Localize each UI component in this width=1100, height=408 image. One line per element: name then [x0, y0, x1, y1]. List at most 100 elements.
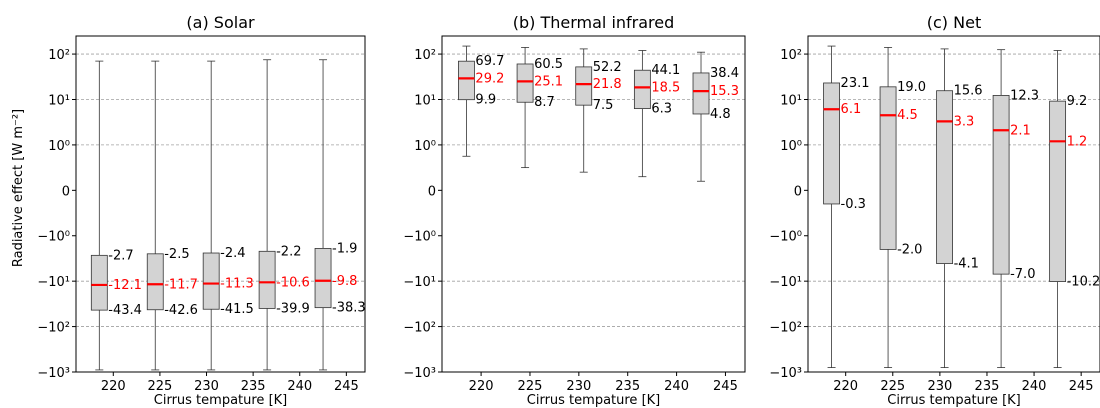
y-tick-label: −10⁰: [403, 230, 436, 245]
y-tick-label: −10⁰: [37, 230, 70, 245]
q1-label: -43.4: [108, 303, 142, 318]
median-label: -11.7: [164, 277, 198, 292]
x-axis-label: Cirrus tempature [K]: [527, 393, 660, 408]
q1-label: 8.7: [534, 95, 555, 110]
q3-label: 38.4: [710, 66, 739, 81]
x-tick-label: 230: [566, 379, 591, 394]
q3-label: -1.9: [332, 241, 357, 256]
median-label: 25.1: [534, 74, 563, 89]
x-tick-label: 230: [927, 379, 952, 394]
box-2: 19.0 4.5 -2.0: [879, 47, 926, 368]
q1-label: -2.0: [897, 242, 922, 257]
q1-label: -39.9: [276, 301, 310, 316]
panel-title: (b) Thermal infrared: [513, 13, 675, 32]
x-tick-label: 245: [334, 379, 359, 394]
median-label: 15.3: [710, 84, 739, 99]
box-5: -1.9 -9.8 -38.3: [314, 59, 366, 371]
q3-label: 19.0: [897, 80, 926, 95]
y-tick-label: 10¹: [48, 93, 70, 108]
q1-label: 9.9: [475, 93, 496, 108]
box-4: 44.1 18.5 6.3: [633, 50, 680, 178]
q3-label: 44.1: [651, 63, 680, 78]
median-label: -12.1: [108, 278, 142, 293]
y-tick-label: 10²: [414, 48, 436, 63]
median-label: 2.1: [1010, 123, 1031, 138]
y-tick-label: −10³: [37, 366, 70, 381]
plot-frame: [441, 35, 746, 373]
q3-label: 12.3: [1010, 88, 1039, 103]
q3-label: -2.5: [164, 247, 189, 262]
q3-label: 52.2: [593, 60, 622, 75]
x-tick-label: 240: [1022, 379, 1047, 394]
iqr-box: [146, 253, 164, 311]
iqr-box: [1049, 100, 1067, 282]
median-label: -11.3: [220, 277, 254, 292]
x-tick-label: 220: [101, 379, 126, 394]
q1-label: -0.3: [841, 197, 866, 212]
q1-label: -10.2: [1067, 275, 1100, 290]
x-axis-label: Cirrus tempature [K]: [154, 393, 287, 408]
y-tick-label: 10²: [780, 48, 802, 63]
x-tick-label: 235: [241, 379, 266, 394]
panel-1: 10² 10¹ 10⁰ 0 −10⁰ −10¹ −10² −10³ 220 225 230 235 24…: [37, 13, 365, 408]
panel-2: 10² 10¹ 10⁰ 0 −10⁰ −10¹ −10² −10³ 220 225 230 235 24…: [403, 13, 746, 408]
iqr-box: [202, 252, 220, 310]
box-3: -2.4 -11.3 -41.5: [202, 60, 254, 371]
q3-label: 69.7: [475, 54, 504, 69]
plot-frame: [807, 35, 1100, 373]
iqr-box: [516, 63, 534, 103]
y-tick-label: 10²: [48, 48, 70, 63]
q3-label: 9.2: [1067, 94, 1088, 109]
median-label: -10.6: [276, 275, 310, 290]
x-tick-label: 225: [518, 379, 543, 394]
x-tick-label: 245: [1069, 379, 1094, 394]
y-tick-label: −10²: [769, 321, 802, 336]
panel-title: (a) Solar: [186, 13, 255, 32]
iqr-box: [458, 60, 475, 101]
q1-label: 4.8: [710, 107, 731, 122]
median-label: 1.2: [1067, 134, 1088, 149]
iqr-box: [823, 82, 840, 205]
iqr-box: [90, 254, 108, 311]
median-label: 4.5: [897, 108, 918, 123]
q3-label: -2.7: [108, 248, 133, 263]
iqr-box: [314, 248, 332, 309]
q1-label: -42.6: [164, 303, 198, 318]
iqr-box: [879, 86, 897, 250]
x-tick-label: 240: [664, 379, 689, 394]
q3-label: -2.2: [276, 244, 301, 259]
q1-label: -7.0: [1010, 267, 1035, 282]
plot-frame: [75, 35, 366, 373]
median-label: 29.2: [475, 71, 504, 86]
y-tick-label: 0: [794, 184, 802, 199]
y-tick-label: 10⁰: [780, 139, 802, 154]
y-tick-label: 10¹: [414, 93, 436, 108]
iqr-box: [633, 69, 651, 110]
median-label: 21.8: [593, 77, 622, 92]
q1-label: -4.1: [954, 257, 979, 272]
q1-label: -41.5: [220, 302, 254, 317]
iqr-box: [575, 66, 593, 106]
y-axis-label: Radiative effect [W m⁻²]: [11, 109, 26, 267]
y-tick-label: −10³: [403, 366, 436, 381]
box-4: 12.3 2.1 -7.0: [992, 49, 1039, 368]
y-tick-label: −10²: [37, 321, 70, 336]
box-1: 69.7 29.2 9.9: [458, 45, 504, 157]
box-1: 23.1 6.1 -0.3: [823, 45, 870, 368]
box-2: 60.5 25.1 8.7: [516, 47, 563, 169]
iqr-box: [936, 90, 953, 264]
y-tick-label: 10⁰: [414, 139, 436, 154]
x-tick-label: 245: [713, 379, 738, 394]
box-5: 38.4 15.3 4.8: [692, 51, 739, 182]
x-tick-label: 220: [833, 379, 858, 394]
y-tick-label: −10²: [403, 321, 436, 336]
box-3: 52.2 21.8 7.5: [575, 48, 622, 173]
box-5: 9.2 1.2 -10.2: [1049, 50, 1100, 368]
panels: 10² 10¹ 10⁰ 0 −10⁰ −10¹ −10² −10³ 220 225 230 235 24…: [37, 13, 1100, 408]
median-label: -9.8: [332, 274, 357, 289]
y-tick-label: −10¹: [403, 275, 436, 290]
q3-label: -2.4: [220, 246, 245, 261]
y-tick-label: 10¹: [780, 93, 802, 108]
x-tick-label: 240: [287, 379, 312, 394]
x-tick-label: 225: [880, 379, 905, 394]
